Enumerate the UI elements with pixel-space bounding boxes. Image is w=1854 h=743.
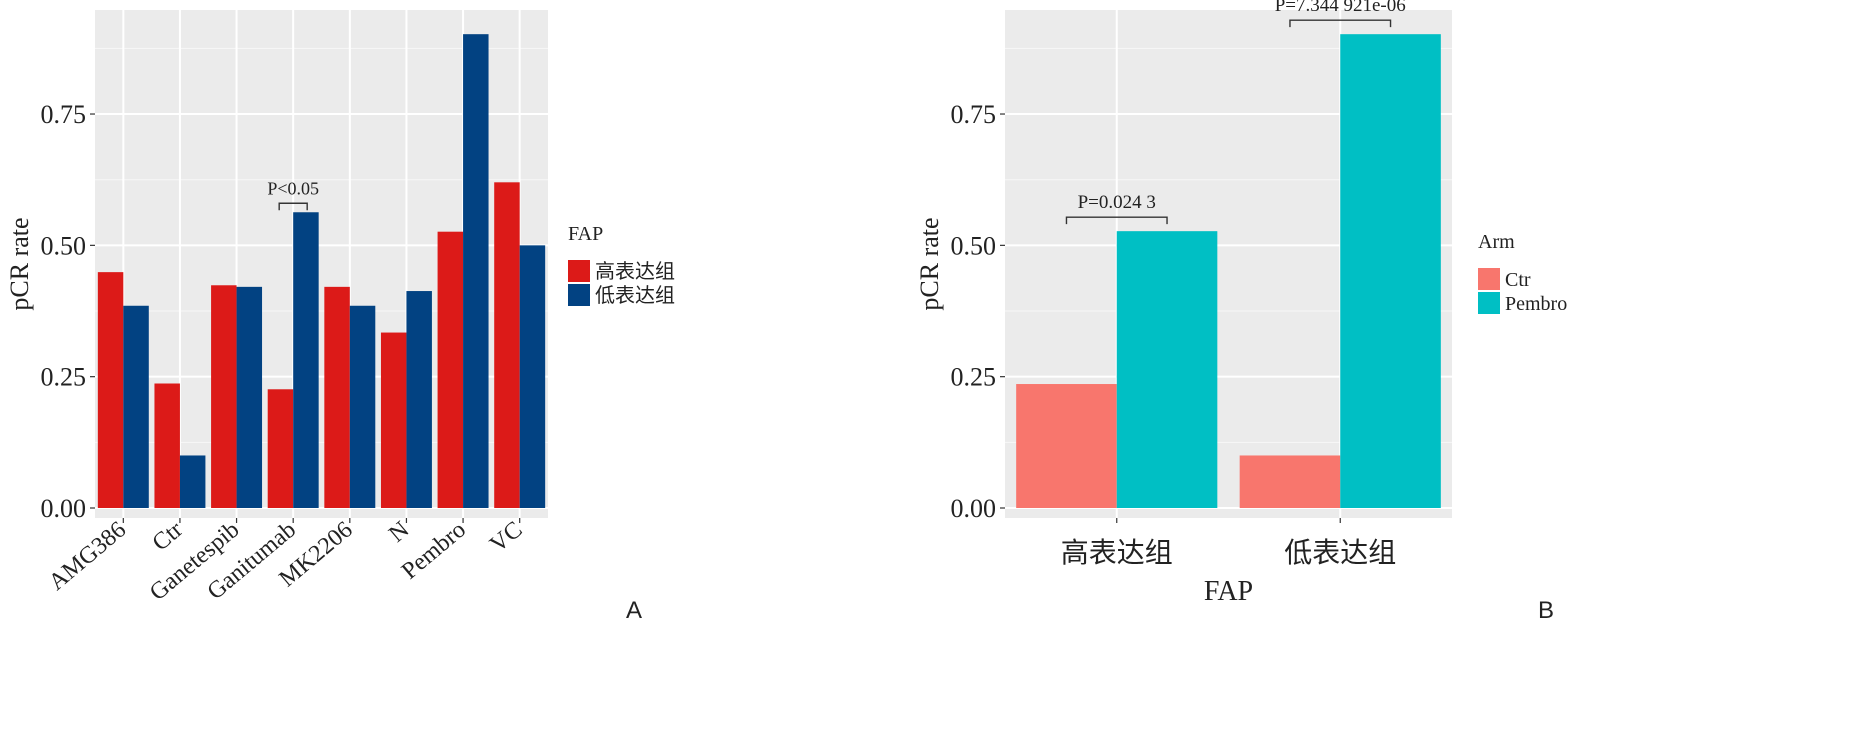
x-tick-label: Ctr (148, 517, 188, 557)
bar-低表达组-Ganetespib (236, 286, 263, 508)
bar-高表达组-Ganetespib (211, 285, 237, 508)
legend-label: Pembro (1505, 293, 1567, 315)
legend-label: Ctr (1505, 269, 1531, 291)
bar-Pembro-高表达组 (1116, 231, 1218, 508)
legend-label: 低表达组 (595, 284, 675, 307)
panel-letter: A (626, 597, 642, 624)
legend-swatch (1478, 292, 1500, 314)
y-tick-label: 0.50 (951, 231, 997, 260)
y-tick-label: 0.00 (41, 494, 87, 523)
x-tick-label: Pembro (397, 517, 471, 585)
bar-低表达组-Ganitumab (293, 212, 319, 508)
y-axis-label: pCR rate (915, 217, 944, 310)
bar-低表达组-MK2206 (349, 305, 376, 508)
x-tick-label: 低表达组 (1284, 537, 1396, 569)
panel-letter: B (1538, 597, 1554, 624)
significance-bracket (1065, 216, 1168, 225)
y-tick-label: 0.00 (951, 494, 997, 523)
y-tick-label: 0.75 (951, 100, 997, 129)
p-value-label: P<0.05 (267, 178, 319, 198)
p-value-label: P=0.024 3 (1078, 192, 1156, 213)
y-tick-label: 0.25 (951, 363, 997, 392)
x-tick-label: VC (485, 517, 527, 558)
significance-bracket (1289, 19, 1392, 28)
legend-swatch (568, 260, 590, 282)
y-tick-label: 0.75 (41, 100, 87, 129)
bar-低表达组-Ctr (179, 455, 206, 508)
bar-高表达组-VC (494, 182, 520, 508)
panel-b: 0.00 0.25 0.50 0.75 高表达组 低表达组 P=0.024 3 P=7.344… (915, 0, 1567, 624)
bar-低表达组-AMG386 (123, 305, 149, 508)
bar-Ctr-高表达组 (1016, 384, 1117, 508)
x-axis-label: FAP (1204, 576, 1253, 607)
bar-高表达组-Ganitumab (267, 389, 294, 508)
legend-swatch (568, 284, 590, 306)
bar-Ctr-低表达组 (1239, 455, 1341, 508)
p-value-label: P=7.344 921e-06 (1275, 0, 1406, 16)
bar-Pembro-低表达组 (1340, 34, 1441, 508)
bar-高表达组-Ctr (154, 383, 180, 508)
x-tick-label: N (384, 517, 414, 548)
bar-高表达组-MK2206 (324, 286, 350, 508)
legend-swatch (1478, 268, 1500, 290)
x-tick-label: AMG386 (44, 517, 131, 596)
legend-title: Arm (1478, 231, 1515, 253)
y-tick-label: 0.50 (41, 231, 87, 260)
y-tick-label: 0.25 (41, 363, 87, 392)
bar-高表达组-N (380, 332, 407, 508)
y-axis-label: pCR rate (5, 217, 34, 310)
bar-低表达组-N (406, 291, 432, 508)
bar-高表达组-AMG386 (97, 272, 124, 508)
bar-低表达组-VC (519, 245, 546, 508)
bar-高表达组-Pembro (437, 231, 464, 508)
legend-label: 高表达组 (595, 260, 675, 283)
legend-title: FAP (568, 223, 603, 245)
x-tick-label: 高表达组 (1061, 537, 1173, 569)
bar-低表达组-Pembro (463, 34, 489, 508)
significance-bracket (278, 202, 308, 211)
